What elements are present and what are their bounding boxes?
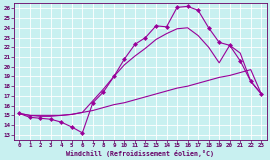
X-axis label: Windchill (Refroidissement éolien,°C): Windchill (Refroidissement éolien,°C) [66,150,214,156]
